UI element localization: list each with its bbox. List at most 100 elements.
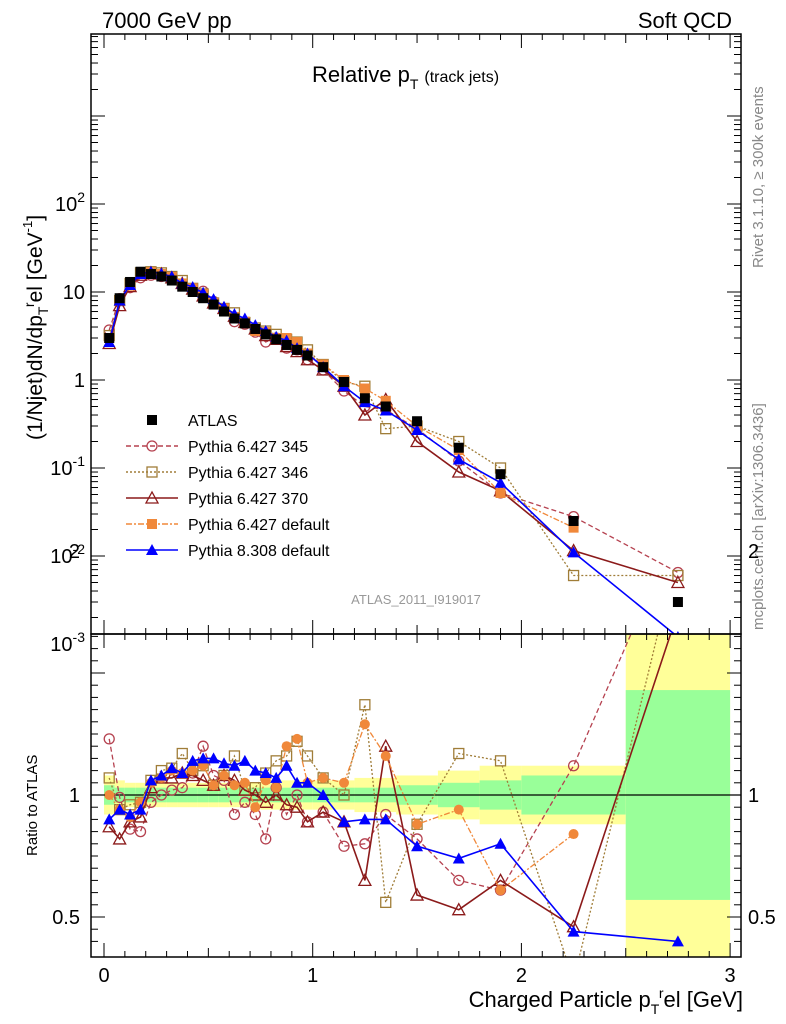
data-point [380,395,391,406]
ratio-y-tick-label: 1 [69,785,80,807]
ratio-point [114,791,126,804]
data-point [135,266,146,277]
ratio-y-tick-label: 2 [69,541,80,563]
ratio-point [112,831,127,845]
data-point [568,515,579,526]
ratio-point [289,799,305,813]
ratio-point [301,750,314,762]
ratio-point [166,784,178,796]
legend-marker [146,466,158,478]
ratio-point [176,782,188,794]
data-point [670,575,686,589]
ratio-point [452,852,465,864]
ratio-point [102,819,117,833]
ratio-point [219,770,230,781]
ratio-point [155,789,168,801]
ratio-point [569,975,579,985]
ratio-point [134,803,147,815]
data-point [187,287,198,297]
data-point [495,469,506,480]
ratio-point [144,774,157,786]
header-category-label: Soft QCD [638,8,732,33]
data-point [250,323,261,334]
ratio-point [316,804,331,818]
ratio-point [218,757,231,769]
ratio-point [412,819,423,830]
ratio-point [673,546,683,556]
ratio-point [103,813,116,825]
ratio-point [185,768,200,782]
legend-entry: Pythia 6.427 370 [126,490,308,508]
rivet-version-label: Rivet 3.1.10, ≥ 300k events [750,86,767,268]
data-point [412,416,423,427]
legend-entry: Pythia 6.427 345 [126,439,308,456]
ratio-point [103,772,115,784]
ratio-point [165,762,178,774]
ratio-point [359,719,370,730]
ratio-point [197,752,210,764]
ratio-point [228,759,241,771]
ratio-point [453,804,464,815]
ratio-point [451,902,466,916]
y-tick-label: 10-2 [50,541,85,568]
ratio-series-5 [103,752,684,947]
ratio-point [124,808,137,820]
ratio-point [207,752,220,764]
ratio-point [208,780,219,791]
ratio-point [317,789,330,800]
y-tick-label: 10 [63,282,85,304]
ratio-point [186,754,199,766]
ratio-point [453,874,465,887]
ratio-point [567,760,580,772]
ratio-point [380,750,391,761]
ratio-point [291,776,304,788]
data-point [339,376,350,387]
data-point [452,453,465,465]
data-point [145,269,156,280]
data-point [166,275,177,286]
ratio-point [260,833,272,845]
data-point [292,344,303,355]
y-tick-label: 10-1 [50,453,85,480]
data-point [318,362,329,373]
legend: ATLAS Pythia 6.427 345 Pythia 6.427 346 Pyt… [126,413,330,560]
data-point [451,464,466,478]
data-point [380,401,391,412]
y-axis-label: (1/Njet)dN/dpTrel [GeV-1] [20,215,51,440]
data-point [672,597,683,608]
ratio-point [379,813,392,825]
ratio-point [338,789,350,801]
ratio-point [113,803,126,815]
data-point [239,318,250,329]
ratio-point [292,733,303,744]
ratio-point [453,747,465,760]
ratio-point [164,770,179,784]
legend-label: Pythia 6.427 345 [188,439,308,456]
legend-marker [147,519,157,529]
data-point [156,271,167,282]
legend-marker [147,415,157,425]
ratio-point [301,776,314,788]
ratio-y-tick-label-right: 0.5 [748,907,776,929]
ratio-point [239,777,250,788]
data-point [208,299,219,310]
ratio-point [359,699,371,711]
ratio-point [176,747,188,760]
data-point [229,313,240,324]
data-point [302,350,313,361]
ratio-point [122,814,138,828]
legend-marker [146,544,158,555]
ratio-point [249,764,262,776]
data-point [567,569,580,582]
data-point [495,487,506,498]
ratio-point [280,759,293,771]
x-tick-label: 1 [307,965,318,987]
legend-label: Pythia 6.427 370 [188,491,308,508]
analysis-id-label: ATLAS_2011_I919017 [351,592,481,607]
ratio-point [104,790,115,800]
ratio-y-tick-label-right: 2 [748,541,759,563]
ratio-y-axis-label: Ratio to ATLAS [24,755,41,856]
ratio-point [567,925,580,937]
ratio-point [300,814,315,828]
